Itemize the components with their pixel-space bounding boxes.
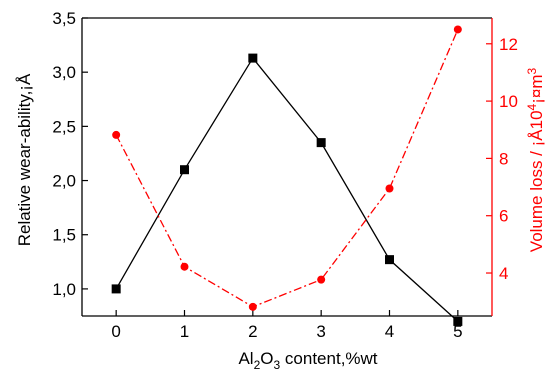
x-axis-label-part-c: content,%wt (280, 349, 378, 368)
x-tick-label: 5 (453, 322, 462, 341)
left-axis-label: Relative wear-ability,¡Å (15, 73, 34, 246)
right-axis-ticks: 4 6 8 10 12 (486, 35, 518, 283)
left-tick-label: 1,5 (52, 226, 76, 245)
x-tick-label: 2 (248, 322, 257, 341)
wear-ability-point (453, 316, 463, 326)
volume-loss-point (112, 130, 121, 139)
right-axis-label: Volume loss / ¡Å104¡¤m3 (525, 67, 546, 252)
right-axis-label-main: Volume loss / ¡Å10 (527, 110, 546, 252)
wear-ability-point (180, 165, 189, 175)
right-tick-label: 12 (499, 35, 518, 54)
volume-loss-point (385, 184, 394, 193)
x-axis-label: Al2O3 content,%wt (238, 349, 377, 372)
volume-loss-point (180, 262, 189, 271)
left-tick-label: 1,0 (52, 280, 76, 299)
volume-loss-point (317, 275, 326, 284)
wear-ability-series-line (115, 56, 459, 322)
left-tick-label: 2,5 (52, 117, 76, 136)
x-tick-label: 4 (385, 322, 394, 341)
left-tick-label: 2,0 (52, 172, 76, 191)
x-tick-label: 0 (111, 322, 120, 341)
x-axis-ticks: 0 1 2 3 4 5 (111, 310, 463, 341)
x-axis-label-part-a: Al (238, 349, 253, 368)
right-axis-label-sup: 4 (525, 103, 539, 110)
x-axis-label-part-b: O (260, 349, 273, 368)
x-axis-label-sub-2: 3 (274, 358, 281, 372)
right-tick-label: 10 (499, 92, 518, 111)
series-layer (111, 25, 463, 326)
right-axis-label-mid: ¡¤m (527, 74, 546, 103)
left-axis-ticks: 1,0 1,5 2,0 2,5 3,0 3,5 (52, 9, 88, 299)
right-tick-label: 8 (499, 149, 508, 168)
volume-loss-point (453, 25, 462, 34)
axes (81, 17, 493, 317)
right-tick-label: 4 (499, 264, 508, 283)
volume-loss-series-line (115, 29, 459, 308)
x-tick-label: 3 (316, 322, 325, 341)
left-tick-label: 3,0 (52, 63, 76, 82)
left-tick-label: 3,5 (52, 9, 76, 28)
wear-ability-point (385, 255, 394, 265)
wear-ability-point (111, 284, 121, 294)
wear-ability-point (316, 138, 326, 148)
right-tick-label: 6 (499, 207, 508, 226)
right-axis-label-sup2: 3 (525, 67, 539, 74)
volume-loss-point (248, 302, 257, 311)
x-tick-label: 1 (180, 322, 189, 341)
x-axis-label-sub-1: 2 (254, 358, 261, 372)
wear-ability-point (248, 53, 258, 63)
